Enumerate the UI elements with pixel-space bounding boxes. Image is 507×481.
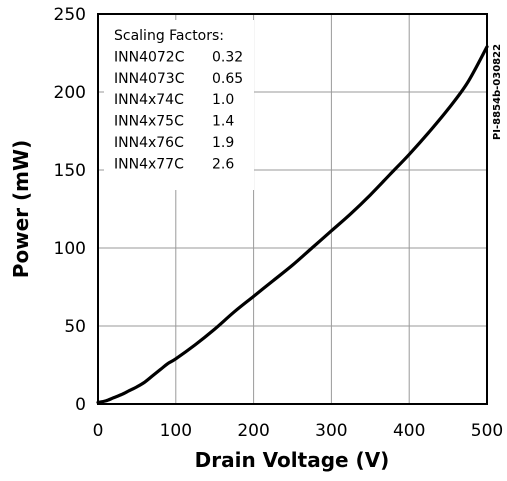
y-tick-label: 50 <box>64 317 86 337</box>
scaling-factor-value: 0.65 <box>212 71 243 87</box>
x-tick-label: 200 <box>237 421 269 441</box>
x-tick-label: 100 <box>160 421 192 441</box>
scaling-factor-part: INN4x74C <box>114 92 184 108</box>
scaling-factor-value: 1.4 <box>212 114 234 130</box>
scaling-factor-value: 0.32 <box>212 49 243 65</box>
tick-labels: 0 100 200 300 400 500 0 50 100 150 200 250 <box>54 5 504 441</box>
scaling-factor-part: INN4x75C <box>114 114 184 130</box>
x-tick-label: 0 <box>93 421 104 441</box>
plot-frame <box>97 13 488 405</box>
y-tick-label: 200 <box>54 83 86 103</box>
scaling-factors-title: Scaling Factors: <box>114 28 224 44</box>
x-tick-label: 500 <box>471 421 503 441</box>
y-axis-title: Power (mW) <box>9 140 33 278</box>
scaling-factors-box: Scaling Factors: INN4072C 0.32 INN4073C 0.6… <box>104 20 254 190</box>
document-id: PI-8854b-030822 <box>492 44 503 140</box>
scaling-factor-part: INN4072C <box>114 49 185 65</box>
series-line <box>96 45 489 405</box>
scaling-factor-value: 2.6 <box>212 156 234 172</box>
scaling-factor-part: INN4x77C <box>114 156 184 172</box>
scaling-factor-value: 1.0 <box>212 92 234 108</box>
y-tick-label: 150 <box>54 161 86 181</box>
y-tick-label: 250 <box>54 5 86 25</box>
scaling-factor-part: INN4073C <box>114 71 185 87</box>
y-tick-label: 0 <box>75 395 86 415</box>
x-tick-label: 400 <box>393 421 425 441</box>
y-tick-label: 100 <box>54 239 86 259</box>
x-tick-label: 300 <box>315 421 347 441</box>
scaling-factor-part: INN4x76C <box>114 135 184 151</box>
scaling-factor-value: 1.9 <box>212 135 234 151</box>
x-axis-title: Drain Voltage (V) <box>195 448 390 472</box>
scaling-factors-background <box>104 20 254 190</box>
series <box>96 45 489 405</box>
